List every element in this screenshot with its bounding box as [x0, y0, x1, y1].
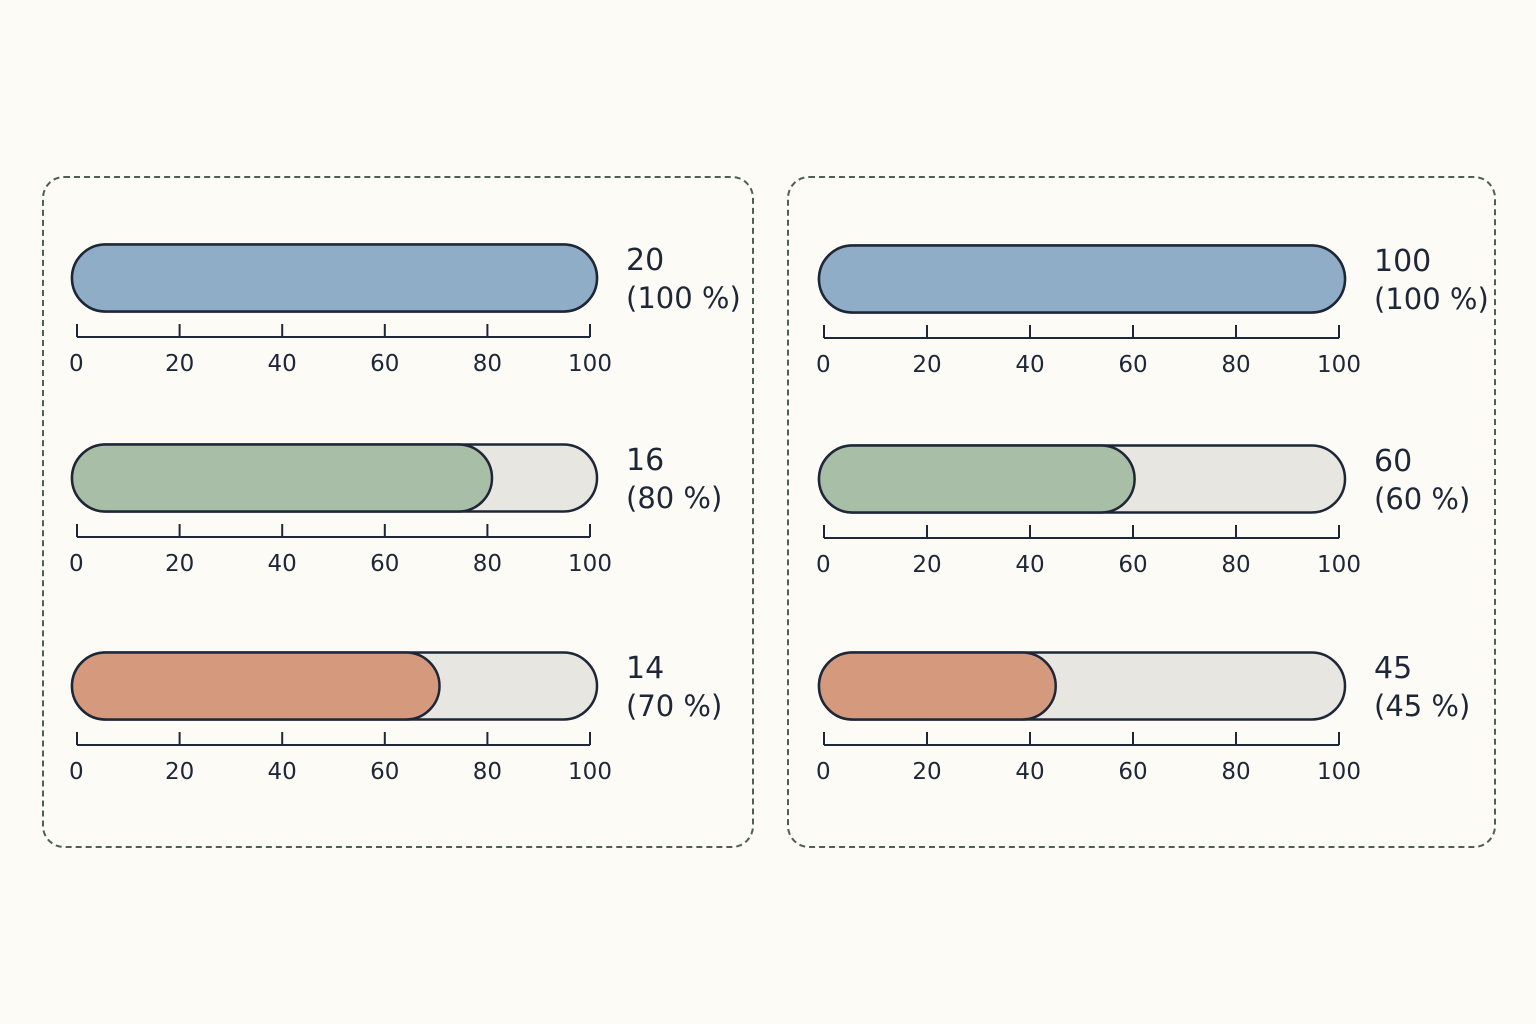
bar-percent-label: (60 %): [1374, 482, 1470, 516]
progress-bar-fill: [817, 444, 1136, 514]
axis-tick-label: 80: [1221, 759, 1250, 785]
axis-tick-label: 20: [912, 552, 941, 578]
axis-tick-label: 40: [268, 759, 297, 785]
bar-percent-label: (100 %): [1374, 282, 1489, 316]
axis-tick-label: 80: [473, 351, 502, 377]
axis-tick-label: 60: [1118, 352, 1147, 378]
axis-tick-label: 40: [1015, 352, 1044, 378]
axis-tick-label: 80: [473, 759, 502, 785]
bar-value-label: 16: [626, 443, 664, 478]
bar-value-label: 14: [626, 651, 664, 686]
bar-value-label: 45: [1374, 651, 1412, 686]
axis-tick-label: 100: [1317, 352, 1361, 378]
bar-percent-label: (45 %): [1374, 689, 1470, 723]
axis-tick-label: 100: [1317, 759, 1361, 785]
axis-tick-label: 80: [473, 551, 502, 577]
left-chart-panel: [42, 176, 754, 848]
axis-tick-label: 60: [1118, 552, 1147, 578]
axis-tick-label: 40: [1015, 759, 1044, 785]
bar-percent-label: (100 %): [626, 281, 741, 315]
axis-tick-label: 20: [165, 759, 194, 785]
axis-tick-label: 100: [568, 351, 612, 377]
right-chart-panel: [787, 176, 1496, 848]
axis-tick-label: 60: [370, 759, 399, 785]
axis-tick-label: 40: [268, 351, 297, 377]
axis-tick-label: 20: [912, 759, 941, 785]
bar-value-label: 100: [1374, 244, 1431, 279]
bar-percent-label: (80 %): [626, 481, 722, 515]
axis-tick-label: 60: [1118, 759, 1147, 785]
progress-bar-fill: [817, 651, 1057, 721]
axis-tick-label: 0: [69, 351, 84, 377]
progress-bar-fill: [70, 243, 599, 313]
axis-tick-label: 100: [1317, 552, 1361, 578]
axis-tick-label: 100: [568, 759, 612, 785]
bar-value-label: 60: [1374, 444, 1412, 479]
axis-tick-label: 0: [69, 759, 84, 785]
axis-tick-label: 0: [816, 759, 831, 785]
bar-value-label: 20: [626, 243, 664, 278]
axis-tick-label: 0: [816, 352, 831, 378]
axis-tick-label: 20: [912, 352, 941, 378]
axis-tick-label: 20: [165, 351, 194, 377]
axis-tick-label: 40: [1015, 552, 1044, 578]
progress-bar-fill: [817, 244, 1347, 314]
progress-bar-fill: [70, 443, 494, 513]
axis-tick-label: 60: [370, 551, 399, 577]
axis-tick-label: 80: [1221, 352, 1250, 378]
axis-tick-label: 80: [1221, 552, 1250, 578]
axis-tick-label: 20: [165, 551, 194, 577]
axis-tick-label: 40: [268, 551, 297, 577]
axis-tick-label: 100: [568, 551, 612, 577]
axis-tick-label: 0: [816, 552, 831, 578]
bar-percent-label: (70 %): [626, 689, 722, 723]
progress-bar-fill: [70, 651, 441, 721]
axis-tick-label: 0: [69, 551, 84, 577]
axis-tick-label: 60: [370, 351, 399, 377]
